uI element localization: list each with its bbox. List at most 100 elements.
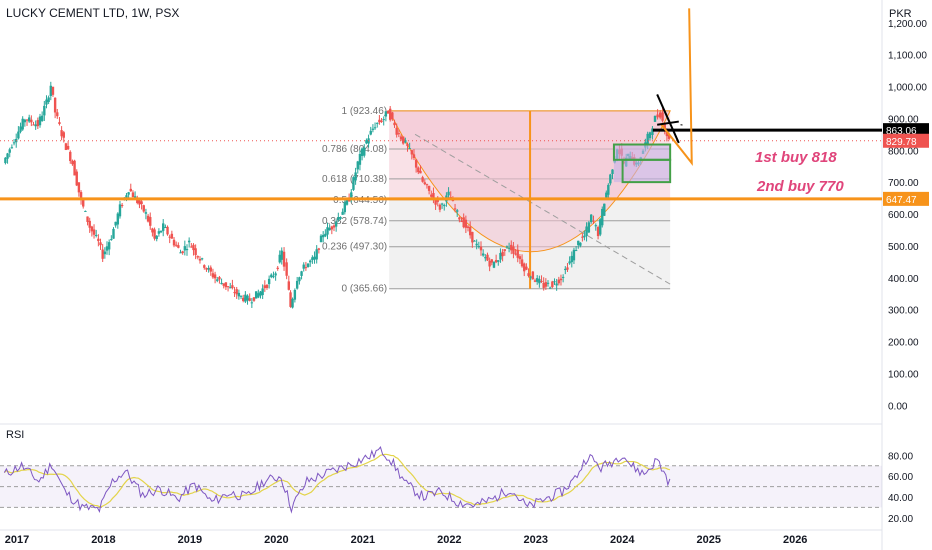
candle-body <box>56 112 59 117</box>
candle-body <box>190 246 193 248</box>
buy-zone-border-1 <box>612 143 672 161</box>
candle-body <box>388 108 392 120</box>
candle-body <box>574 250 578 252</box>
candle-body <box>27 117 31 122</box>
candle-body <box>581 236 584 238</box>
candle-body <box>6 153 9 159</box>
candle-body <box>270 274 273 278</box>
candle-body <box>659 112 662 118</box>
candle-body <box>311 257 314 261</box>
candle-body <box>572 249 576 261</box>
candle-body <box>589 214 593 222</box>
candle-body <box>58 122 61 125</box>
candle-body <box>337 217 340 220</box>
candle-body <box>651 128 654 135</box>
candle-body <box>555 283 558 286</box>
x-tick-label: 2022 <box>437 534 461 546</box>
candle-body <box>92 229 96 235</box>
candle-body <box>518 256 522 260</box>
candle-body <box>341 211 344 215</box>
candle-body <box>239 295 243 297</box>
candle-body <box>17 131 20 139</box>
candle-body <box>105 246 109 251</box>
candle-body <box>601 208 604 226</box>
candle-body <box>468 226 472 236</box>
candle-body <box>401 136 405 144</box>
candle-body <box>138 199 141 205</box>
candle-body <box>4 157 7 164</box>
candle-body <box>566 267 569 270</box>
candle-body <box>393 122 396 126</box>
rsi-tick-label: 40.00 <box>888 493 913 504</box>
candle-body <box>261 288 264 296</box>
candle-body <box>244 294 247 302</box>
candle-body <box>315 249 318 260</box>
candle-body <box>421 177 424 182</box>
candle-body <box>136 197 139 204</box>
candle-body <box>97 238 100 242</box>
candle-body <box>358 153 362 165</box>
candle-body <box>313 256 316 260</box>
candle-body <box>265 284 269 288</box>
candle-body <box>317 248 321 250</box>
candle-body <box>222 283 225 286</box>
candle-body <box>479 246 483 251</box>
rsi-tick-label: 80.00 <box>888 451 913 462</box>
candle-body <box>380 120 383 122</box>
candle-body <box>384 111 388 117</box>
x-tick-label: 2017 <box>5 534 29 546</box>
candle-body <box>34 124 37 127</box>
candle-body <box>140 201 143 205</box>
candle-body <box>551 281 554 288</box>
candle-body <box>99 242 102 246</box>
candle-body <box>523 263 526 272</box>
candle-body <box>605 192 608 198</box>
candle-body <box>447 191 450 196</box>
candle-body <box>194 248 197 256</box>
candle-body <box>531 271 535 280</box>
x-tick-label: 2019 <box>178 534 202 546</box>
candle-body <box>62 132 65 138</box>
candle-body <box>425 184 429 186</box>
candle-body <box>494 260 498 263</box>
candle-body <box>520 259 524 267</box>
rsi-tick-label: 60.00 <box>888 472 913 483</box>
price-tag-label: 647.47 <box>886 195 917 206</box>
candle-body <box>229 287 232 289</box>
candle-body <box>285 262 288 276</box>
candle-body <box>533 280 537 282</box>
candle-body <box>471 231 474 243</box>
candle-body <box>369 130 372 135</box>
candle-body <box>45 99 48 105</box>
candle-body <box>648 132 652 139</box>
candle-body <box>263 285 267 289</box>
candle-body <box>168 236 171 238</box>
candle-body <box>514 253 517 255</box>
pennant-dots <box>680 124 685 126</box>
candle-body <box>207 268 210 270</box>
candle-body <box>432 192 435 199</box>
candle-body <box>289 292 292 307</box>
candle-body <box>466 226 470 228</box>
candle-body <box>458 217 461 220</box>
candle-body <box>252 297 256 301</box>
candle-body <box>399 136 403 140</box>
candle-body <box>373 127 377 129</box>
candle-body <box>276 267 279 269</box>
pennant-upper <box>656 94 680 144</box>
candle-body <box>302 264 305 269</box>
candle-body <box>529 276 532 278</box>
candle-body <box>412 154 416 159</box>
candle-body <box>300 271 303 276</box>
y-tick-label: 0.00 <box>888 401 908 412</box>
candle-body <box>218 277 221 280</box>
candle-body <box>603 203 606 216</box>
candle-body <box>183 246 187 251</box>
candle-body <box>423 182 426 185</box>
candle-body <box>53 97 57 113</box>
candle-body <box>40 115 44 122</box>
y-tick-label: 100.00 <box>888 369 919 380</box>
candle-body <box>548 287 552 289</box>
candle-body <box>456 210 459 212</box>
